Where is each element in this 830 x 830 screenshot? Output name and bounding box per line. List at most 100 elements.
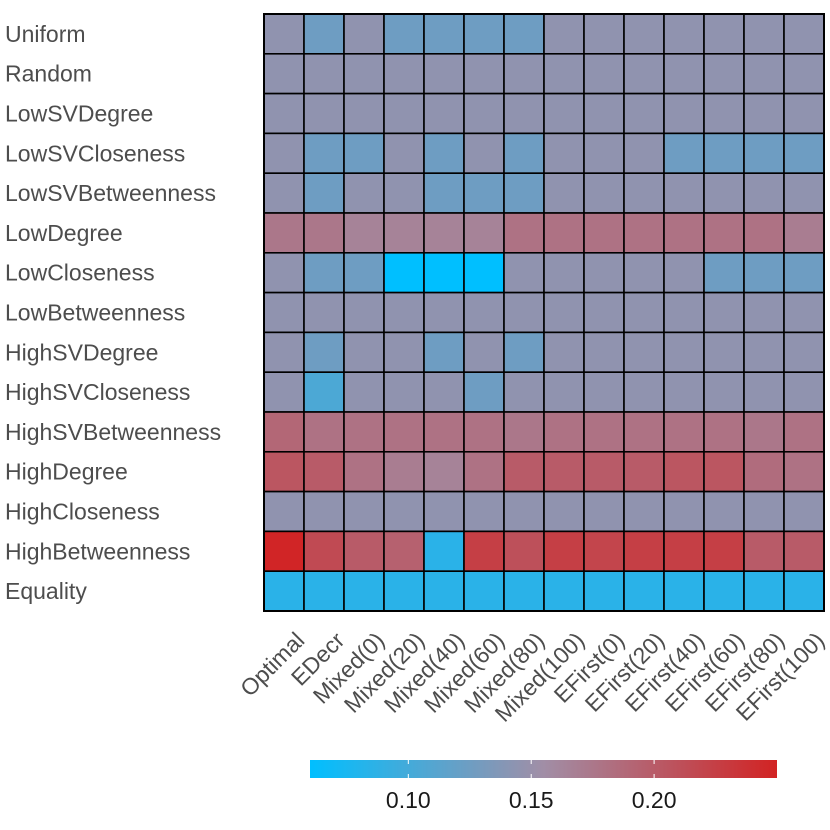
heatmap-cell xyxy=(463,132,505,174)
heatmap-cell xyxy=(503,132,545,174)
heatmap-cell xyxy=(623,212,665,254)
heatmap-cell xyxy=(303,411,345,453)
heatmap-cell xyxy=(743,291,785,334)
heatmap-cell xyxy=(503,212,545,254)
heatmap-cell xyxy=(543,411,585,453)
heatmap-cell xyxy=(343,490,385,533)
heatmap-cell xyxy=(343,132,385,174)
heatmap-cell xyxy=(703,52,745,95)
heatmap-cell xyxy=(263,331,305,373)
heatmap-cell xyxy=(583,331,625,373)
heatmap-cell xyxy=(743,212,785,254)
heatmap-cell xyxy=(783,252,825,294)
heatmap-cell xyxy=(343,13,385,55)
heatmap-cell xyxy=(263,252,305,294)
heatmap-cell xyxy=(463,252,505,294)
heatmap-cell xyxy=(343,252,385,294)
heatmap-cell xyxy=(743,13,785,55)
heatmap-cell xyxy=(503,411,545,453)
heatmap-cell xyxy=(703,371,745,413)
heatmap-cell xyxy=(703,13,745,55)
heatmap-cell xyxy=(303,13,345,55)
heatmap-cell xyxy=(543,570,585,612)
heatmap-cell xyxy=(463,52,505,95)
heatmap-cell xyxy=(703,172,745,214)
heatmap-cell xyxy=(263,92,305,135)
heatmap-cell xyxy=(623,570,665,612)
heatmap-cell xyxy=(383,490,425,533)
heatmap-cell xyxy=(783,331,825,373)
heatmap-cell xyxy=(343,450,385,493)
heatmap-cell xyxy=(423,490,465,533)
heatmap-cell xyxy=(583,371,625,413)
heatmap-cell xyxy=(343,52,385,95)
heatmap-cell xyxy=(423,52,465,95)
row-label: LowSVBetweenness xyxy=(5,180,216,206)
heatmap-cell xyxy=(663,252,705,294)
heatmap-cell xyxy=(463,490,505,533)
heatmap-cell xyxy=(543,212,585,254)
heatmap-cell xyxy=(703,132,745,174)
colorbar-tick-label: 0.10 xyxy=(386,787,431,813)
colorbar: 0.10 0.15 0.20 xyxy=(310,760,777,813)
heatmap-cell xyxy=(623,371,665,413)
heatmap-cell xyxy=(663,530,705,573)
heatmap-cell xyxy=(783,172,825,214)
heatmap-cell xyxy=(583,52,625,95)
heatmap-cell xyxy=(583,291,625,334)
heatmap-cell xyxy=(543,132,585,174)
heatmap-cell xyxy=(263,490,305,533)
heatmap-cell xyxy=(303,212,345,254)
heatmap-cell xyxy=(583,450,625,493)
heatmap-cell xyxy=(383,132,425,174)
heatmap-cell xyxy=(303,92,345,135)
heatmap-cell xyxy=(583,490,625,533)
heatmap-cell xyxy=(783,450,825,493)
heatmap-cell xyxy=(623,530,665,573)
heatmap-cell xyxy=(383,530,425,573)
heatmap-cell xyxy=(543,331,585,373)
heatmap-cell xyxy=(423,172,465,214)
heatmap-cell xyxy=(503,13,545,55)
heatmap-cell xyxy=(423,411,465,453)
heatmap-cell xyxy=(663,371,705,413)
heatmap-cell xyxy=(343,411,385,453)
heatmap-cell xyxy=(383,212,425,254)
heatmap-cell xyxy=(303,252,345,294)
row-label: LowSVDegree xyxy=(5,101,153,127)
heatmap-cell xyxy=(783,13,825,55)
heatmap-cell xyxy=(783,212,825,254)
heatmap-cell xyxy=(743,331,785,373)
heatmap-cell xyxy=(783,92,825,135)
row-label: Random xyxy=(5,61,92,87)
heatmap-cell xyxy=(383,570,425,612)
row-labels: Uniform Random LowSVDegree LowSVCloseness Lo… xyxy=(5,21,221,604)
heatmap-cell xyxy=(783,371,825,413)
heatmap-cell xyxy=(703,291,745,334)
row-label: LowSVCloseness xyxy=(5,140,185,166)
heatmap-cell xyxy=(743,52,785,95)
heatmap-cell xyxy=(263,291,305,334)
row-label: HighBetweenness xyxy=(5,538,190,564)
heatmap-cell xyxy=(543,530,585,573)
heatmap-cell xyxy=(663,13,705,55)
row-label: HighCloseness xyxy=(5,499,160,525)
heatmap-cell xyxy=(583,132,625,174)
heatmap-cell xyxy=(423,570,465,612)
heatmap-cell xyxy=(503,252,545,294)
heatmap-cell xyxy=(663,212,705,254)
heatmap-cell xyxy=(263,450,305,493)
heatmap-cell xyxy=(583,172,625,214)
heatmap-cell xyxy=(743,172,785,214)
heatmap-cell xyxy=(623,490,665,533)
heatmap-cell xyxy=(703,212,745,254)
heatmap-cell xyxy=(583,13,625,55)
heatmap-cell xyxy=(343,92,385,135)
heatmap-cell xyxy=(583,212,625,254)
heatmap-cell xyxy=(743,252,785,294)
heatmap-cell xyxy=(743,450,785,493)
heatmap-cell xyxy=(583,92,625,135)
heatmap-cell xyxy=(343,570,385,612)
heatmap-cell xyxy=(343,172,385,214)
